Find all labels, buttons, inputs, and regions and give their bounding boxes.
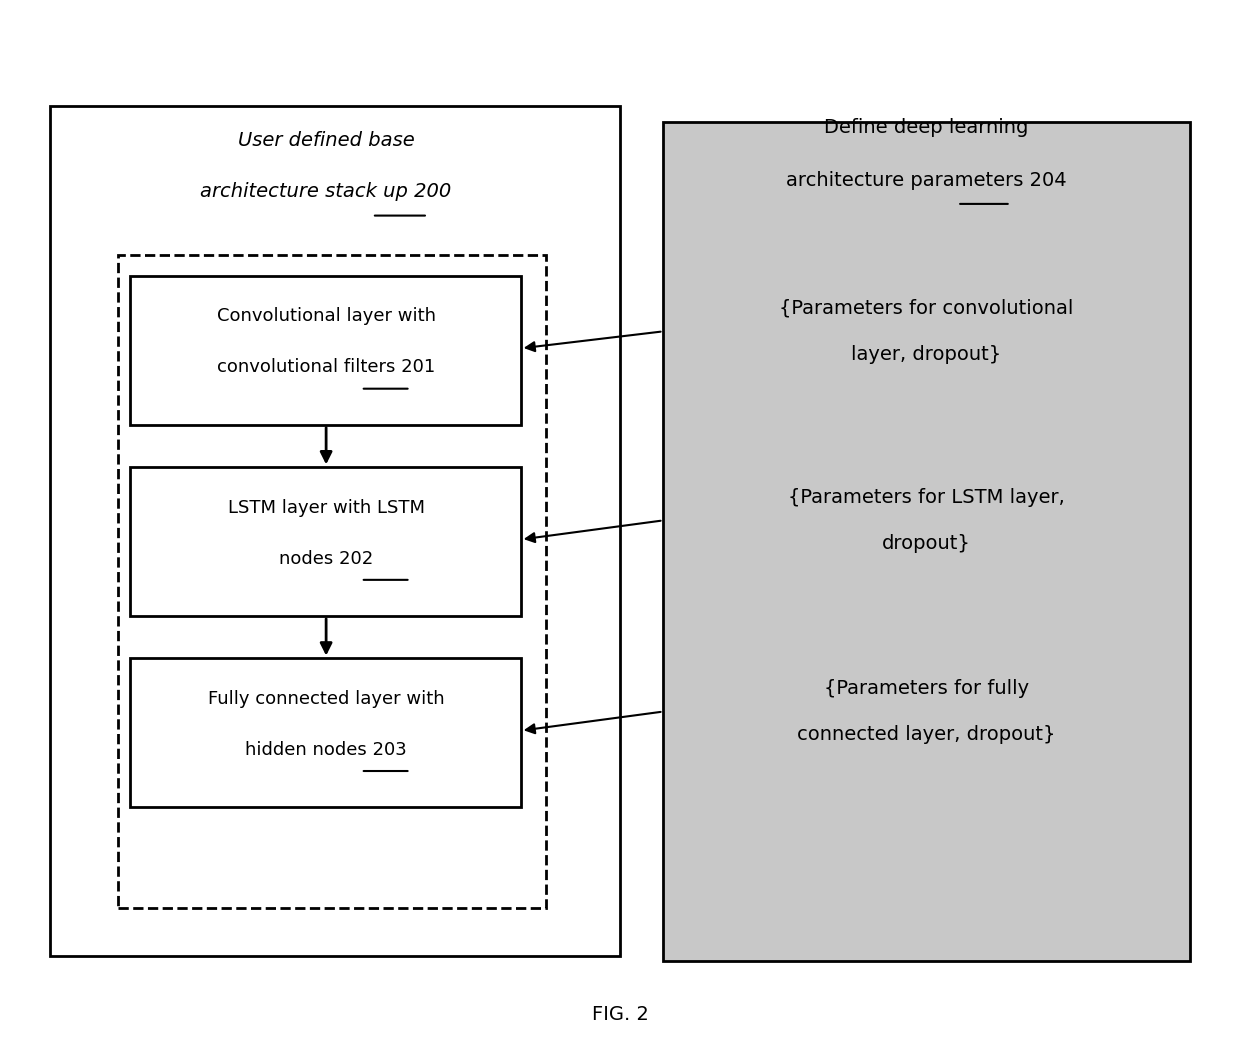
Text: nodes 202: nodes 202: [279, 550, 373, 567]
Text: User defined base: User defined base: [238, 131, 414, 150]
Text: Define deep learning: Define deep learning: [825, 118, 1028, 137]
Text: dropout}: dropout}: [882, 534, 971, 553]
Bar: [50, 106, 620, 956]
Text: FIG. 2: FIG. 2: [591, 1005, 649, 1024]
Bar: [118, 255, 546, 908]
Text: architecture stack up 200: architecture stack up 200: [201, 182, 451, 201]
Bar: [130, 467, 521, 616]
Text: {Parameters for LSTM layer,: {Parameters for LSTM layer,: [787, 487, 1065, 507]
Text: connected layer, dropout}: connected layer, dropout}: [797, 725, 1055, 744]
Text: Fully connected layer with: Fully connected layer with: [208, 690, 444, 707]
Bar: [130, 276, 521, 425]
Text: Convolutional layer with: Convolutional layer with: [217, 308, 435, 325]
Text: convolutional filters 201: convolutional filters 201: [217, 359, 435, 376]
Text: {Parameters for convolutional: {Parameters for convolutional: [779, 298, 1074, 318]
Text: architecture parameters 204: architecture parameters 204: [786, 171, 1066, 190]
Bar: [130, 658, 521, 807]
Text: LSTM layer with LSTM: LSTM layer with LSTM: [228, 499, 424, 516]
Text: layer, dropout}: layer, dropout}: [851, 345, 1002, 364]
Text: hidden nodes 203: hidden nodes 203: [246, 741, 407, 758]
Bar: [663, 122, 1190, 961]
Text: {Parameters for fully: {Parameters for fully: [823, 679, 1029, 698]
